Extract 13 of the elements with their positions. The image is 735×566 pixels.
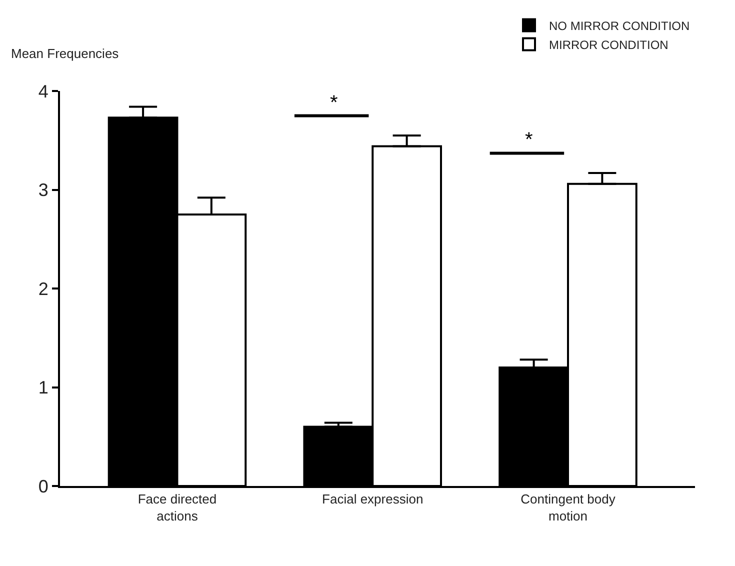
- y-tick-label: 4: [38, 81, 48, 102]
- x-tick-label: Contingent body motion: [520, 492, 616, 524]
- annotation: *: [330, 92, 338, 114]
- legend-label: NO MIRROR CONDITION: [549, 18, 690, 33]
- y-tick-label: 1: [38, 378, 48, 398]
- x-tick-label: Facial expression: [322, 492, 424, 507]
- annotation: *: [525, 129, 533, 151]
- y-axis-title: Mean Frequencies: [11, 46, 120, 61]
- x-tick-label: Face directed actions: [138, 492, 217, 524]
- y-tick-label: 3: [38, 180, 48, 200]
- legend-label: MIRROR CONDITION: [549, 38, 668, 52]
- y-tick-label: 0: [38, 476, 48, 496]
- y-tick-label: 2: [38, 278, 48, 299]
